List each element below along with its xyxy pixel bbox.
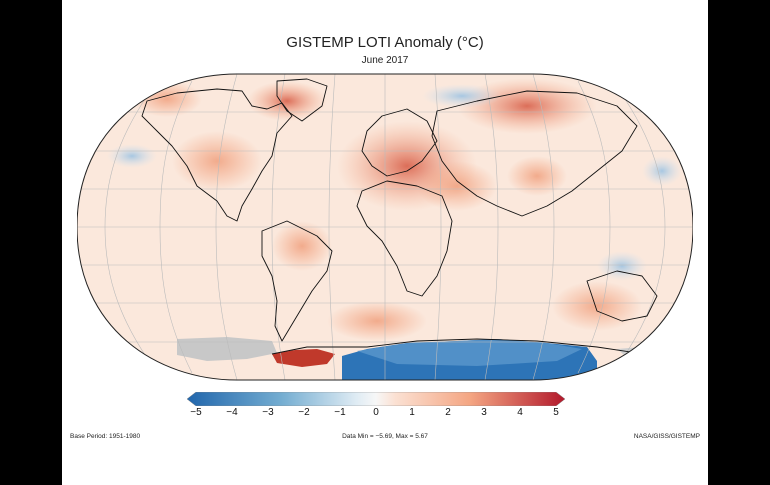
warm-anomaly-north-america — [172, 131, 262, 191]
cool-anomaly-north-pacific — [107, 144, 157, 168]
colorbar-gradient — [187, 392, 565, 406]
warm-anomaly-alaska — [132, 81, 202, 117]
figure-panel: GISTEMP LOTI Anomaly (°C) June 2017 — [62, 0, 708, 485]
europe-outline — [361, 108, 438, 177]
colorbar-tick-label: 3 — [481, 407, 487, 418]
colorbar — [187, 392, 565, 406]
world-anomaly-map — [77, 73, 693, 381]
source-credit: NASA/GISS/GISTEMP — [633, 433, 700, 440]
asia-outline — [431, 90, 638, 217]
cool-anomaly-arctic — [422, 84, 502, 108]
colorbar-tick-label: −5 — [190, 407, 202, 418]
colorbar-tick-label: −3 — [262, 407, 274, 418]
colorbar-tick-label: 5 — [553, 407, 559, 418]
cool-anomaly-west-pacific — [597, 251, 647, 281]
greenland-outline — [276, 78, 328, 122]
cool-anomaly-east-pacific — [642, 156, 682, 186]
warm-anomaly-greenland — [247, 81, 327, 121]
colorbar-tick-label: 4 — [517, 407, 523, 418]
no-data-region-antarctic — [177, 337, 277, 361]
colorbar-tick-label: −2 — [298, 407, 310, 418]
warm-anomaly-antarctic-peninsula — [272, 349, 335, 367]
warm-anomaly-china — [507, 156, 567, 196]
colorbar-tick-label: −4 — [226, 407, 238, 418]
australia-outline — [586, 270, 658, 322]
coastlines — [141, 78, 678, 362]
colorbar-tick-label: 1 — [409, 407, 415, 418]
graticule — [77, 74, 693, 380]
north-america-outline — [141, 88, 293, 222]
warm-anomaly-middle-east — [417, 161, 497, 211]
antarctica-outline — [271, 338, 678, 362]
south-america-outline — [261, 220, 333, 342]
warm-anomaly-south-atlantic — [327, 301, 427, 341]
map-subtitle: June 2017 — [361, 55, 409, 66]
data-range-label: Data Min = −5.69, Max = 5.67 — [342, 433, 428, 440]
colorbar-tick-label: 0 — [373, 407, 379, 418]
warm-anomaly-south-pacific — [552, 281, 642, 331]
africa-outline — [356, 180, 453, 297]
map-title: GISTEMP LOTI Anomaly (°C) — [286, 34, 484, 51]
map-frame — [77, 73, 693, 381]
colorbar-tick-label: 2 — [445, 407, 451, 418]
cold-anomaly-antarctic-coast — [357, 339, 582, 366]
colorbar-tick-label: −1 — [334, 407, 346, 418]
warm-anomaly-south-america — [272, 221, 332, 271]
base-period-label: Base Period: 1951-1980 — [70, 433, 141, 440]
no-data-region-east — [617, 346, 677, 366]
